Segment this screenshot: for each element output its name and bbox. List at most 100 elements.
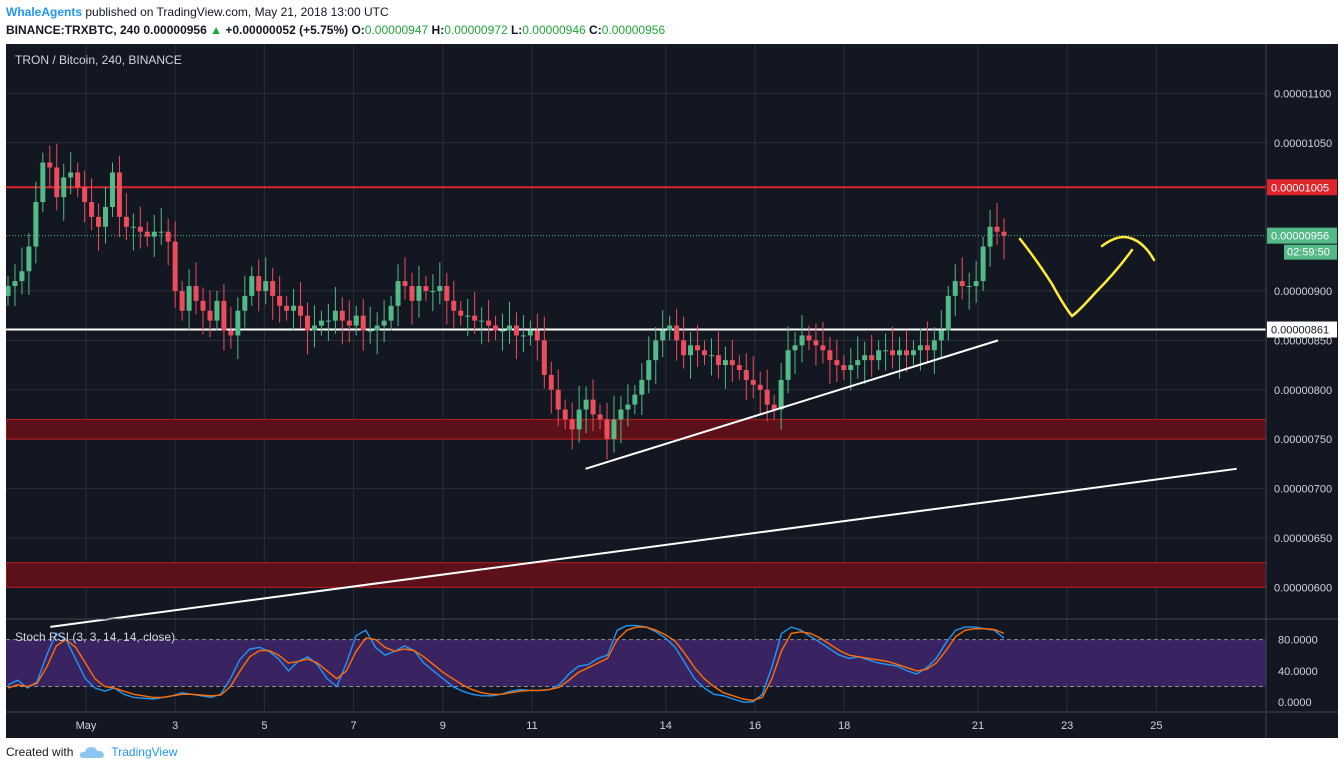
candle-body: [848, 365, 854, 371]
candle-body: [855, 360, 861, 366]
candle-body: [1001, 231, 1007, 236]
candle-body: [304, 315, 310, 331]
created-with-text: Created with: [6, 745, 74, 759]
tradingview-link[interactable]: TradingView: [111, 745, 178, 759]
candle-body: [813, 340, 819, 346]
candle-body: [47, 162, 53, 168]
candle-body: [688, 345, 694, 356]
open-value: 0.00000947: [364, 23, 429, 37]
candle-body: [158, 231, 164, 233]
candle-body: [945, 295, 951, 331]
candle-body: [89, 202, 95, 217]
close-value: 0.00000956: [601, 23, 666, 37]
candle-body: [402, 281, 408, 287]
candle-body: [291, 305, 297, 311]
candle-body: [465, 315, 471, 317]
candle-body: [903, 350, 909, 356]
candle-body: [5, 286, 11, 296]
candle-body: [263, 281, 269, 291]
stoch-rsi-pane: [6, 624, 1266, 703]
candle-body: [116, 172, 122, 217]
candle-body: [346, 320, 352, 326]
candle-body: [137, 226, 143, 232]
trendline: [50, 467, 1237, 628]
trendline: [585, 339, 999, 470]
countdown-box: [1284, 244, 1337, 260]
chart-header: WhaleAgents published on TradingView.com…: [6, 3, 665, 39]
candle-body: [19, 271, 25, 282]
resistance-price-tag: 0.00001005: [1271, 182, 1329, 194]
support-price-tag-box: [1267, 321, 1337, 338]
stoch-rsi-title: Stoch RSI (3, 3, 14, 14, close): [15, 630, 175, 644]
y-tick-label: 0.00000850: [1274, 335, 1332, 347]
annotation-v-stroke: [1018, 237, 1134, 318]
candle-body: [520, 335, 526, 337]
candle-body: [980, 246, 986, 282]
x-tick-label: 18: [838, 720, 850, 732]
candle-body: [186, 286, 192, 311]
candle-body: [109, 172, 115, 208]
last-value: 0.00000956: [143, 23, 207, 37]
candle-body: [54, 167, 60, 198]
candle-body: [242, 295, 248, 311]
candle-body: [771, 404, 777, 410]
candle-body: [973, 281, 979, 287]
price-chart[interactable]: 0.00001100 0.00001050 0.00000900 0.00000850…: [5, 44, 1338, 738]
support-zone: [5, 562, 1267, 588]
candle-body: [883, 350, 889, 352]
trendlines: [50, 339, 1237, 628]
candle-body: [437, 286, 443, 291]
candle-body: [750, 379, 756, 385]
x-tick-label: 25: [1150, 720, 1162, 732]
candle-body: [576, 409, 582, 430]
change-value: +0.00000052 (+5.75%): [225, 23, 349, 37]
candle-body: [917, 345, 923, 351]
chart-title: TRON / Bitcoin, 240, BINANCE: [15, 53, 182, 67]
chart-area[interactable]: 0.00001100 0.00001050 0.00000900 0.00000850…: [5, 44, 1338, 738]
candle-body: [820, 345, 826, 351]
stoch-d-line: [7, 626, 1005, 702]
symbol-label: BINANCE:TRXBTC, 240: [6, 23, 141, 37]
candle-body: [952, 281, 958, 296]
yellow-annotation: [1018, 235, 1156, 318]
candle-body: [527, 330, 533, 336]
x-tick-label: 11: [526, 720, 537, 732]
candle-body: [249, 276, 255, 296]
candle-body: [277, 295, 283, 306]
candle-body: [318, 320, 324, 326]
candle-body: [207, 310, 213, 321]
author-link[interactable]: WhaleAgents: [6, 5, 83, 19]
y-tick-label: 0.00001050: [1274, 138, 1332, 150]
y-tick-label: 0.00000700: [1274, 484, 1332, 496]
tradingview-cloud-icon: [80, 747, 105, 758]
candle-body: [931, 340, 937, 351]
countdown-label: 02:59:50: [1287, 247, 1330, 259]
y-tick-label: 0.00000650: [1274, 533, 1332, 545]
candle-body: [959, 281, 965, 287]
horizontal-levels: [6, 186, 1266, 331]
x-tick-label: 5: [261, 720, 267, 732]
candle-body: [409, 286, 415, 301]
candle-body: [674, 325, 680, 341]
candle-body: [729, 360, 735, 366]
candle-body: [715, 355, 721, 366]
candle-body: [165, 231, 171, 242]
candle-body: [353, 315, 359, 326]
support-price-tag: 0.00000861: [1271, 325, 1329, 337]
candle-body: [103, 207, 109, 227]
candle-body: [33, 202, 39, 247]
candle-body: [534, 330, 540, 341]
candle-body: [284, 305, 290, 311]
y-tick-label: 0.00001100: [1274, 88, 1331, 100]
high-label: H:: [431, 23, 445, 37]
candle-body: [311, 325, 317, 331]
close-label: C:: [589, 23, 602, 37]
candle-body: [681, 340, 687, 356]
candle-body: [506, 325, 512, 331]
candle-body: [486, 320, 492, 326]
candle-body: [172, 241, 178, 291]
candle-body: [381, 320, 387, 326]
footer: Created with TradingView: [6, 745, 177, 759]
candle-body: [416, 286, 422, 301]
candle-body: [799, 335, 805, 346]
